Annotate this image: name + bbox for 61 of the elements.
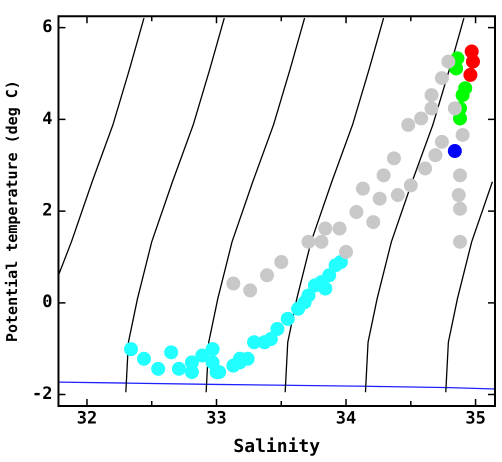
point [164,345,178,360]
point [206,342,220,356]
y-tick-label: 2 [42,200,52,221]
point [172,362,186,376]
point [452,188,466,202]
y-tick-label: 4 [42,108,52,129]
point [424,101,439,116]
point [280,312,295,326]
point [356,182,370,196]
point [418,161,432,176]
point [151,362,166,376]
point [401,118,416,132]
point [314,234,328,249]
point [448,101,462,116]
point [453,168,468,182]
point [332,222,347,236]
point [264,332,278,346]
point [456,128,470,142]
x-tick-label: 33 [206,408,227,429]
point [339,244,354,259]
point [349,205,364,220]
point [322,268,336,282]
point [124,342,138,356]
point [366,215,380,230]
y-tick-label: 6 [42,17,52,38]
point [434,134,449,149]
point [386,151,401,166]
y-tick-label: -2 [32,384,52,404]
point [466,54,480,69]
point [453,234,468,249]
x-axis-title: Salinity [233,436,320,457]
point [441,54,456,69]
point [184,355,199,370]
point [390,188,405,202]
x-tick-label: 32 [76,408,98,429]
point [260,268,274,282]
y-axis-title: Potential temperature (deg C) [2,80,21,342]
point [301,234,316,249]
point [301,288,316,302]
point [463,68,478,82]
point [136,352,151,366]
point [448,144,462,158]
point [424,88,439,102]
point [274,255,288,270]
point [318,222,332,236]
point [243,283,258,298]
point [428,148,442,162]
point [318,282,332,296]
y-tick-label: 0 [42,292,52,312]
point [458,81,472,96]
x-tick-label: 34 [336,408,356,429]
x-tick-label: 35 [465,408,486,429]
point [376,168,391,182]
point [434,71,449,86]
point [453,202,468,216]
point [270,322,284,336]
point [372,192,387,206]
point [414,111,428,126]
point [404,178,418,192]
point [206,355,220,370]
point [226,276,240,291]
